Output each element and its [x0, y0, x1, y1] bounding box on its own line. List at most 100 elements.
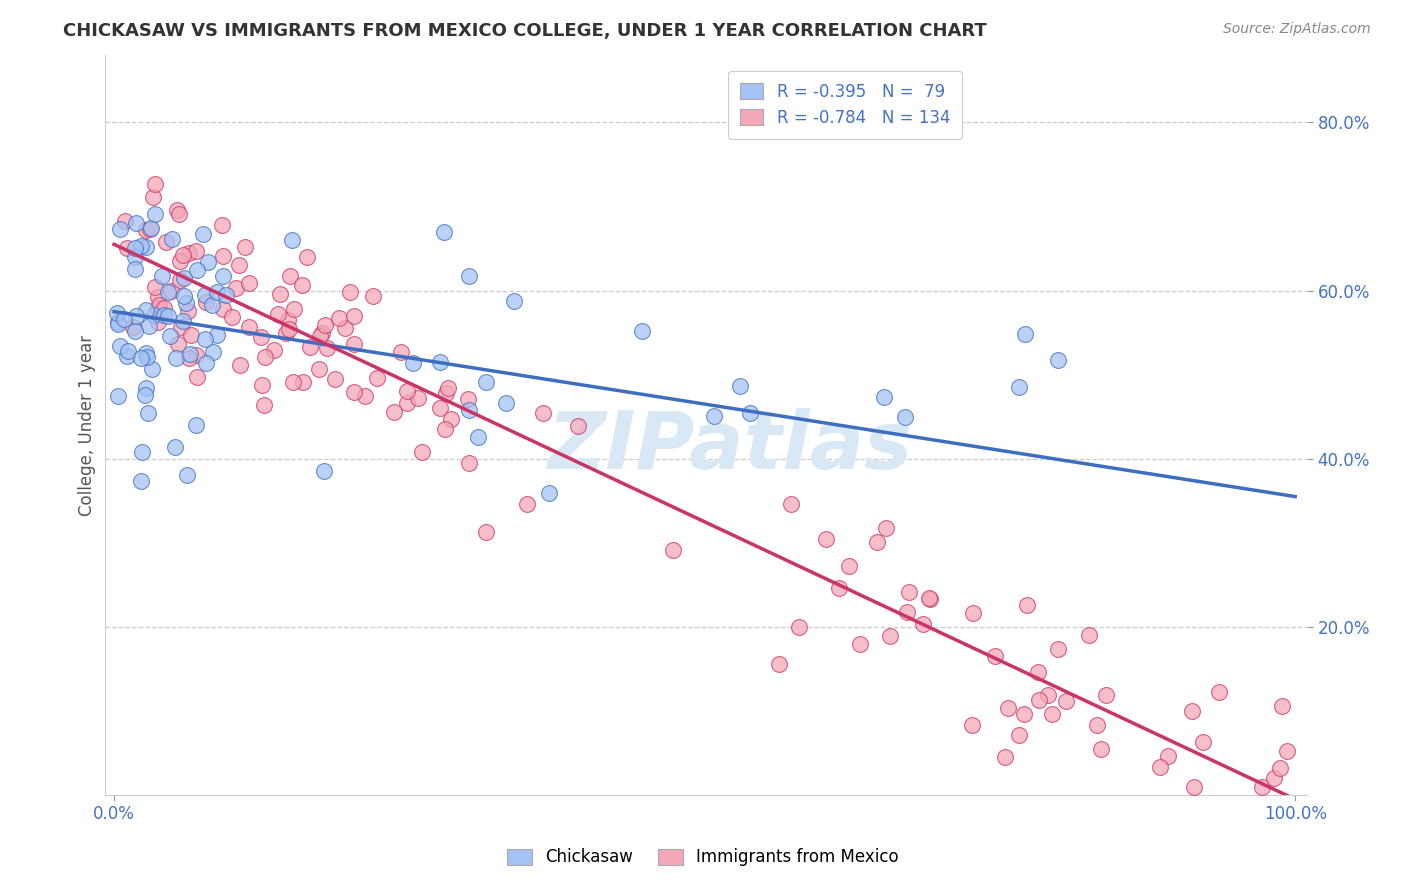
Point — [135, 302, 157, 317]
Point — [389, 345, 412, 359]
Point — [153, 308, 176, 322]
Point — [838, 558, 860, 573]
Point — [165, 441, 187, 455]
Point — [395, 384, 418, 398]
Point — [918, 591, 941, 606]
Point — [1090, 742, 1112, 756]
Point — [1077, 627, 1099, 641]
Point — [169, 254, 191, 268]
Point — [1181, 705, 1204, 719]
Point — [314, 318, 336, 332]
Point — [436, 381, 458, 395]
Point — [174, 295, 197, 310]
Point — [875, 521, 897, 535]
Point — [738, 406, 761, 420]
Point — [146, 290, 169, 304]
Point — [215, 288, 238, 302]
Point — [277, 322, 299, 336]
Point — [143, 279, 166, 293]
Point — [366, 371, 388, 385]
Point — [433, 225, 456, 239]
Point — [309, 328, 332, 343]
Point — [281, 233, 304, 247]
Point — [406, 392, 429, 406]
Point — [1028, 693, 1050, 707]
Point — [229, 359, 252, 373]
Point — [316, 341, 339, 355]
Point — [254, 350, 277, 364]
Point — [1156, 749, 1178, 764]
Point — [186, 417, 208, 432]
Point — [211, 219, 233, 233]
Point — [124, 324, 146, 338]
Point — [467, 429, 489, 443]
Point — [155, 235, 177, 250]
Point — [143, 177, 166, 191]
Point — [1085, 717, 1108, 731]
Point — [172, 314, 194, 328]
Point — [136, 406, 159, 420]
Point — [135, 345, 157, 359]
Point — [179, 347, 201, 361]
Point — [125, 310, 148, 324]
Point — [433, 422, 456, 436]
Point — [193, 227, 215, 242]
Point — [184, 347, 207, 361]
Point — [131, 444, 153, 458]
Point — [1015, 598, 1038, 612]
Point — [112, 312, 135, 326]
Point — [815, 532, 838, 546]
Point — [962, 606, 984, 620]
Point — [250, 377, 273, 392]
Point — [343, 309, 366, 323]
Point — [129, 474, 152, 488]
Point — [291, 277, 314, 292]
Point — [138, 222, 160, 236]
Point — [866, 535, 889, 549]
Point — [177, 304, 200, 318]
Point — [197, 254, 219, 268]
Point — [165, 351, 187, 366]
Point — [291, 376, 314, 390]
Point — [200, 298, 222, 312]
Point — [263, 343, 285, 357]
Point — [339, 285, 361, 300]
Point — [159, 329, 181, 343]
Point — [167, 206, 190, 220]
Point — [114, 214, 136, 228]
Point — [780, 497, 803, 511]
Point — [1026, 665, 1049, 679]
Point — [997, 701, 1019, 715]
Point — [143, 206, 166, 220]
Point — [503, 293, 526, 308]
Point — [274, 326, 297, 340]
Point — [343, 336, 366, 351]
Point — [631, 324, 654, 338]
Point — [194, 356, 217, 370]
Point — [148, 315, 170, 329]
Point — [266, 307, 288, 321]
Text: CHICKASAW VS IMMIGRANTS FROM MEXICO COLLEGE, UNDER 1 YEAR CORRELATION CHART: CHICKASAW VS IMMIGRANTS FROM MEXICO COLL… — [63, 22, 987, 40]
Point — [429, 401, 451, 416]
Point — [994, 750, 1017, 764]
Point — [1014, 327, 1036, 342]
Point — [768, 657, 790, 672]
Point — [167, 337, 190, 351]
Point — [179, 246, 201, 260]
Point — [186, 263, 208, 277]
Point — [295, 250, 318, 264]
Point — [314, 464, 336, 478]
Point — [135, 223, 157, 237]
Point — [911, 617, 934, 632]
Point — [1046, 641, 1069, 656]
Point — [115, 349, 138, 363]
Point — [122, 320, 145, 334]
Point — [173, 288, 195, 302]
Point — [1012, 707, 1035, 722]
Point — [205, 285, 228, 299]
Point — [848, 637, 870, 651]
Point — [896, 605, 918, 619]
Point — [333, 321, 356, 335]
Point — [1251, 780, 1274, 794]
Point — [299, 341, 322, 355]
